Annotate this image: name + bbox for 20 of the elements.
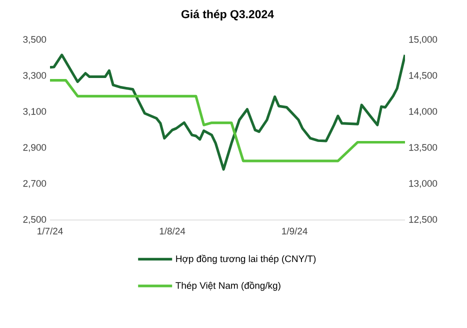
y2-tick-label: 14,000 — [409, 108, 438, 116]
y2-tick-label: 14,500 — [409, 72, 438, 80]
legend-label: Thép Việt Nam (đồng/kg) — [176, 282, 280, 291]
y-tick-label: 2,900 — [23, 144, 46, 152]
y-tick-label: 3,300 — [23, 72, 46, 80]
y2-tick-label: 13,000 — [409, 180, 438, 188]
y-tick-label: 2,700 — [23, 180, 46, 188]
x-tick-label: 1/8/24 — [160, 228, 186, 234]
y2-tick-label: 13,500 — [409, 144, 438, 152]
line-series — [50, 54, 406, 171]
x-tick-label: 1/7/24 — [38, 228, 63, 234]
line-series — [50, 79, 406, 162]
x-tick-label: 1/9/24 — [282, 228, 308, 234]
legend-label: Hợp đồng tương lai thép (CNY/T) — [176, 254, 316, 264]
y-tick-label: 3,100 — [23, 108, 46, 116]
y2-tick-label: 15,000 — [409, 36, 438, 44]
y-tick-label: 3,500 — [23, 36, 46, 44]
y-tick-label: 2,500 — [23, 216, 46, 224]
y2-tick-label: 12,500 — [409, 216, 438, 224]
chart-title: Giá thép Q3.2024 — [181, 10, 274, 20]
